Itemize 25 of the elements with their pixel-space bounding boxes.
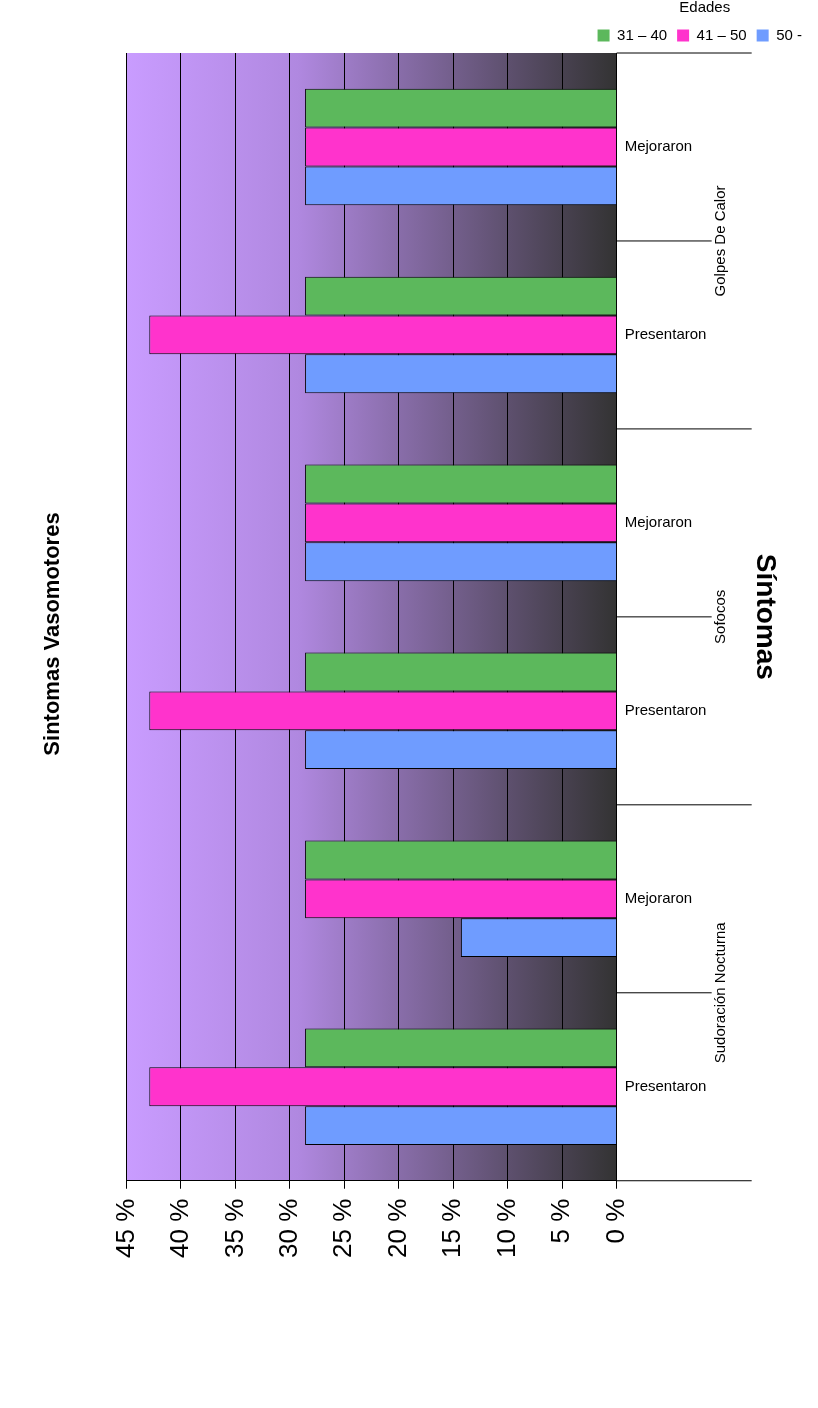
y-tick-label: Presentaron xyxy=(624,1076,707,1094)
legend-label: 31 – 40 xyxy=(617,25,668,43)
x-tick-label: 0 % xyxy=(599,1198,630,1244)
y-tick-label: Mejoraron xyxy=(624,137,693,155)
x-tick-label: 10 % xyxy=(490,1198,521,1258)
y-tick-label: Presentaron xyxy=(624,325,707,343)
y-tick-label: Presentaron xyxy=(624,700,707,718)
y-tick-label: Mejoraron xyxy=(624,888,693,906)
text: Sofocos xyxy=(710,589,728,644)
x-tick-label: 35 % xyxy=(218,1198,249,1258)
y-axis-title: Síntomas xyxy=(751,553,783,680)
x-tick-label: 40 % xyxy=(164,1198,195,1258)
x-tick-label: 15 % xyxy=(436,1198,467,1258)
x-tick-label: 30 % xyxy=(273,1198,303,1258)
x-tick-label: 5 % xyxy=(545,1198,576,1244)
text: Sudoración Nocturna xyxy=(710,921,728,1064)
x-tick-label: 20 % xyxy=(381,1198,412,1258)
legend-label: 50 - xyxy=(776,25,803,43)
y-tick-label: Mejoraron xyxy=(624,513,693,531)
legend-label: 41 – 50 xyxy=(696,25,747,43)
text: Golpes De Calor xyxy=(710,185,728,297)
x-tick-label: 45 % xyxy=(109,1198,140,1258)
x-tick-label: 25 % xyxy=(327,1198,358,1258)
legend-title: Edades xyxy=(679,0,731,15)
text: Sintomas Vasomotores xyxy=(39,512,65,756)
